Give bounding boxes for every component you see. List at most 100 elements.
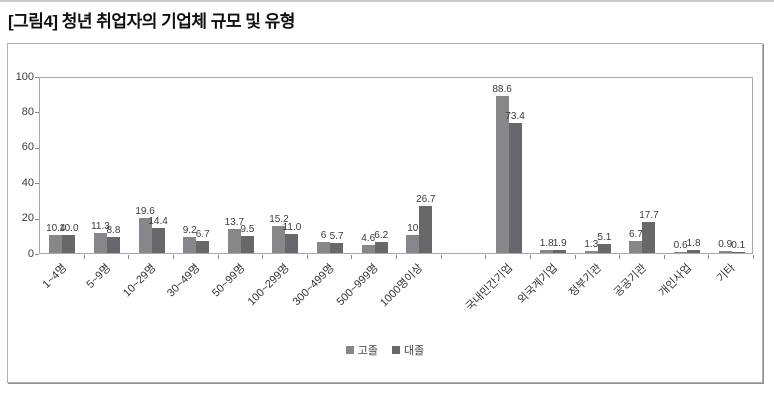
category-slot: 19.6 14.4: [129, 76, 174, 253]
y-axis-tick-label: 60: [21, 141, 34, 154]
x-axis-category-label-text: 10~29명: [120, 262, 159, 300]
bar-value-label: 6.2: [374, 230, 389, 242]
bar-value-label: 9.5: [240, 224, 255, 236]
y-axis-tick-label: 100: [15, 70, 34, 83]
bar-pair: 4.6 6.2: [361, 231, 388, 253]
category-slot: 6 5.7: [308, 76, 353, 253]
category-slot: 13.7 9.5: [219, 76, 264, 253]
category-slot: 15.2 11.0: [263, 76, 308, 253]
bar-value-label: 13.7: [224, 216, 245, 228]
bar-대졸: 11.0: [283, 222, 301, 253]
y-axis-tick-mark: [35, 77, 39, 78]
x-axis-category-label-text: 공공기관: [611, 262, 649, 300]
x-axis-tick-mark: [529, 255, 531, 259]
bar-value-label: 11.3: [91, 221, 110, 232]
bar-대졸: 8.8: [106, 226, 120, 253]
bar-고졸: 4.6: [361, 233, 375, 253]
bar-pair: 10.4 10.0: [46, 223, 79, 253]
x-axis-tick-mark: [351, 255, 353, 259]
bar-pair: 9.2 6.7: [183, 225, 210, 253]
bar-고졸: 1.3: [584, 239, 598, 253]
chart-legend: 고졸 대졸: [8, 342, 762, 358]
bar-고졸: 88.6: [492, 85, 512, 253]
bar-고졸: 13.7: [225, 217, 244, 253]
bar-value-label: 9.2: [182, 224, 197, 236]
x-axis-tick-mark: [217, 255, 219, 259]
bar-pair: 1.8 1.9: [540, 238, 567, 253]
bar-value-label: 8.8: [106, 225, 121, 237]
x-axis-tick-mark: [440, 255, 442, 259]
x-axis-category-label-text: 500~999명: [335, 262, 382, 309]
chart-frame: 10.4 10.0 11.3 8.8 19.6 14.4 9.2 6.7 13.7 9.5 15.2…: [7, 43, 763, 383]
bar-value-label: 11.0: [282, 221, 302, 233]
x-axis-tick-mark: [396, 255, 397, 259]
bar-value-label: 0.1: [731, 240, 746, 251]
bar-고졸: 0.6: [674, 240, 688, 253]
bar-대졸: 9.5: [240, 225, 254, 253]
bar-pair: 10 26.7: [406, 194, 436, 253]
x-axis-tick-mark: [306, 255, 308, 259]
bar-대졸: 17.7: [639, 210, 659, 253]
x-axis-category-label-text: 국내민간기업: [463, 262, 516, 314]
bar-대졸: 10.0: [59, 224, 79, 253]
bar-value-label: 6: [320, 230, 327, 242]
bar-pair: 6.7 17.7: [629, 210, 659, 253]
bar-pair: 19.6 14.4: [135, 207, 168, 253]
bar-value-label: 10.0: [59, 223, 79, 235]
bar-대졸: 73.4: [505, 112, 525, 253]
bar-pair: 11.3 8.8: [91, 222, 120, 253]
x-axis-category-label-text: 5~9명: [84, 262, 114, 291]
x-axis-category-label-text: 개인사업: [656, 262, 694, 300]
category-slot: 1.3 5.1: [576, 76, 621, 253]
legend-label: 고졸: [357, 345, 378, 357]
bar-value-label: 5.7: [329, 230, 344, 242]
x-axis-category-label-text: 30~49명: [165, 262, 203, 300]
y-axis-tick-mark: [35, 147, 39, 149]
bar-고졸: 1.8: [540, 238, 554, 253]
bar-value-label: 0.9: [718, 239, 733, 251]
bar-value-label: 0.6: [673, 239, 688, 251]
legend-swatch: [392, 346, 400, 354]
bar-value-label: 4.6: [361, 232, 376, 244]
x-axis-tick-mark: [128, 255, 130, 259]
category-slot: 10 26.7: [397, 76, 442, 253]
legend-item-gojol: 고졸: [345, 342, 378, 358]
x-axis-category-label-text: 정부기관: [567, 262, 605, 300]
bar-고졸: 10.4: [46, 223, 66, 253]
bar-value-label: 1.8: [539, 237, 554, 249]
x-axis-tick-mark: [172, 255, 174, 259]
category-slot: 9.2 6.7: [174, 76, 219, 253]
x-axis-category-label-text: 50~99명: [209, 262, 248, 300]
bar-대졸: 1.9: [553, 238, 567, 253]
x-axis-tick-mark: [485, 255, 487, 259]
category-slot: 0.9 0.1: [709, 76, 754, 253]
y-axis-tick-label: 20: [21, 212, 34, 225]
category-slot: [442, 76, 487, 253]
bar-pair: 0.9 0.1: [718, 240, 745, 253]
y-axis-tick-mark: [35, 218, 39, 220]
bar-value-label: 10.4: [46, 222, 66, 234]
x-axis-tick-mark: [708, 255, 710, 259]
bar-대졸: 26.7: [416, 194, 436, 253]
bar-고졸: 19.6: [135, 207, 155, 253]
x-axis-category-label-text: 외국계기업: [515, 262, 560, 307]
bar-value-label: 6.7: [195, 229, 210, 241]
bar-대졸: 1.8: [687, 238, 701, 253]
bar-고졸: 6.7: [629, 230, 643, 253]
x-axis-category-label-text: 300~499명: [290, 262, 337, 309]
y-axis-tick-label: 0: [27, 247, 34, 260]
bar-value-label: 5.1: [597, 231, 612, 243]
bar-pair: 15.2 11.0: [269, 215, 301, 253]
top-divider-rule: [0, 0, 774, 2]
x-axis-tick-mark: [619, 255, 621, 259]
category-slot: 4.6 6.2: [352, 76, 397, 253]
bar-대졸: 6.7: [196, 230, 210, 253]
x-axis-category-label-text: 기타: [715, 262, 739, 285]
bar-pair: 88.6 73.4: [492, 85, 525, 253]
bar-대졸: 6.2: [374, 231, 388, 253]
category-slot: 0.6 1.8: [665, 76, 710, 253]
y-axis-tick-label: 80: [21, 105, 34, 118]
x-axis-tick-mark: [262, 255, 264, 259]
x-axis-tick-mark: [574, 255, 576, 259]
y-axis-tick-mark: [35, 112, 39, 114]
